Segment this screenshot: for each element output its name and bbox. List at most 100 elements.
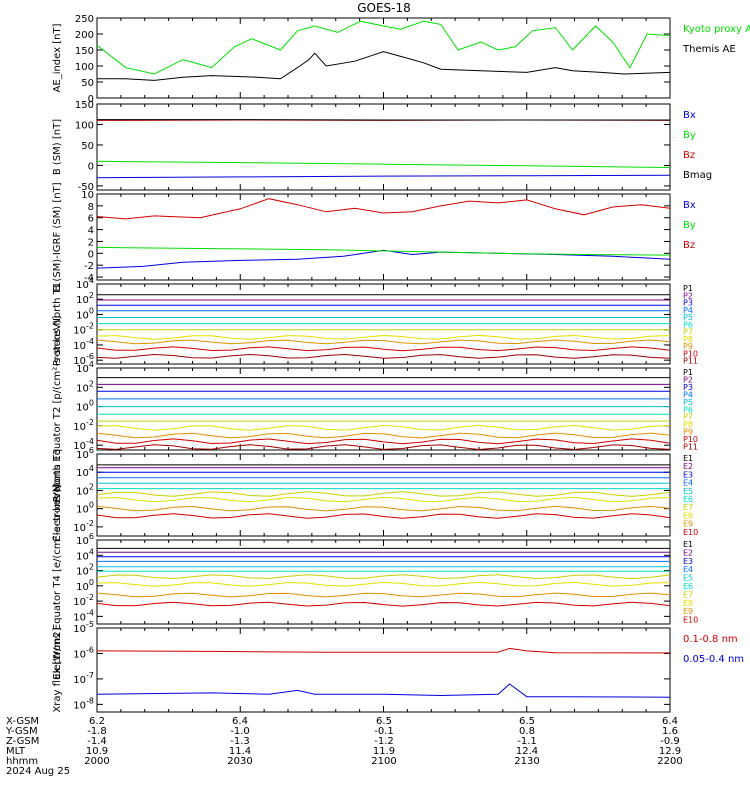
- x-column-value: 11.9: [373, 746, 395, 757]
- legend-entry: E3: [683, 557, 693, 566]
- panel-frame: [96, 17, 671, 99]
- channel-line: [96, 339, 671, 345]
- y-tick-label: 100: [76, 578, 94, 593]
- y-tick-label: 6: [88, 214, 94, 225]
- legend-entry: P5: [683, 313, 693, 322]
- legend-entry: E5: [683, 574, 693, 583]
- series-line: [96, 246, 671, 256]
- x-column-value: -1.1: [517, 736, 537, 747]
- y-tick-label: 104: [76, 464, 94, 479]
- series-line: [96, 647, 671, 654]
- legend-entry: E2: [683, 548, 693, 557]
- y-tick-label: 10-4: [73, 337, 94, 352]
- legend-entry: Bx: [683, 200, 696, 211]
- channel-line: [96, 444, 671, 451]
- y-tick-label: 100: [75, 120, 94, 131]
- legend-entry: P5: [683, 398, 693, 407]
- legend-entry: Bmag: [683, 170, 712, 181]
- legend-entry: Bx: [683, 110, 696, 121]
- channel-line: [96, 581, 671, 587]
- y-tick-label: 100: [76, 399, 94, 414]
- channel-line: [96, 432, 671, 439]
- legend-entry: E1: [683, 454, 693, 463]
- channel-line: [96, 353, 671, 359]
- x-column-value: 6.5: [519, 716, 535, 727]
- legend-entry: E10: [683, 616, 698, 625]
- legend-entry: P9: [683, 428, 693, 437]
- y-axis-label: Xray flux [W/m2]: [52, 627, 63, 712]
- y-tick-label: 150: [75, 100, 94, 111]
- x-column-value: 2000: [84, 756, 109, 767]
- x-column-value: 6.4: [662, 716, 678, 727]
- legend-entry: P2: [683, 375, 693, 384]
- y-tick-label: 10-7: [73, 671, 94, 686]
- legend-entry: By: [683, 220, 696, 231]
- y-tick-label: 10: [81, 190, 94, 201]
- panel-frame: [96, 193, 671, 281]
- y-axis-label: Electrons Equator T4 [e/(cm²-s-sr-keV)]: [52, 484, 63, 679]
- channel-line: [96, 601, 671, 607]
- legend-entry: P3: [683, 383, 693, 392]
- legend-entry: E8: [683, 511, 693, 520]
- panel-2: 150 100 50 0 -50 B (SM) [nT] Bx By Bz Bmag: [52, 100, 712, 193]
- x-column-value: 2030: [227, 756, 252, 767]
- legend-entry: E6: [683, 582, 693, 591]
- y-tick-label: 4: [88, 226, 94, 237]
- series-line: [97, 51, 671, 81]
- legend-entry: E6: [683, 495, 693, 504]
- legend-entry: E3: [683, 470, 693, 479]
- x-column-value: 12.4: [516, 746, 538, 757]
- y-axis-label: B (SM) [nT]: [52, 119, 63, 175]
- y-tick-label: 8: [88, 202, 94, 213]
- legend-entry: P8: [683, 335, 693, 344]
- series-line: [96, 249, 671, 269]
- legend-entry: E9: [683, 520, 693, 529]
- channel-line: [96, 491, 671, 497]
- y-tick-label: 10-2: [73, 322, 94, 337]
- y-tick-label: 100: [76, 501, 94, 516]
- legend-entry: P4: [683, 390, 693, 399]
- x-column-value: 2200: [657, 756, 682, 767]
- legend-entry: P11: [683, 357, 698, 366]
- legend-entry: E4: [683, 479, 693, 488]
- legend-entry: P11: [683, 443, 698, 452]
- channel-line: [96, 592, 671, 598]
- y-axis-label: Protons North T1: [52, 282, 63, 366]
- y-tick-label: 0: [88, 94, 94, 105]
- legend-entry: P1: [683, 284, 693, 293]
- legend-entry: P6: [683, 405, 693, 414]
- y-tick-label: 250: [75, 14, 94, 25]
- y-tick-label: -2: [84, 261, 94, 272]
- x-column-value: -1.0: [230, 726, 250, 737]
- channel-line: [96, 496, 671, 503]
- legend-entry: P6: [683, 320, 693, 329]
- y-tick-label: 100: [76, 306, 94, 321]
- x-row-label: 2024 Aug 25: [6, 766, 70, 777]
- x-column-value: 12.9: [659, 746, 681, 757]
- channel-line: [96, 438, 671, 445]
- y-tick-label: 150: [75, 46, 94, 57]
- channel-line: [96, 513, 671, 519]
- legend-entry: P3: [683, 299, 693, 308]
- legend-entry: 0.1-0.8 nm: [683, 634, 738, 645]
- x-row-label: X-GSM: [6, 716, 39, 727]
- y-tick-label: 0: [88, 161, 94, 172]
- x-column-value: 2100: [371, 756, 396, 767]
- legend-entry: Themis AE: [682, 44, 736, 55]
- legend-entry: Bz: [683, 240, 695, 251]
- x-column-value: 6.2: [89, 716, 105, 727]
- x-row-label: MLT: [6, 746, 26, 757]
- x-column-value: 0.8: [519, 726, 535, 737]
- y-tick-label: 100: [75, 62, 94, 73]
- legend-entry: Bz: [683, 150, 695, 161]
- channel-line: [96, 574, 671, 580]
- x-column-value: -0.9: [660, 736, 680, 747]
- legend-entry: 0.05-0.4 nm: [683, 654, 744, 665]
